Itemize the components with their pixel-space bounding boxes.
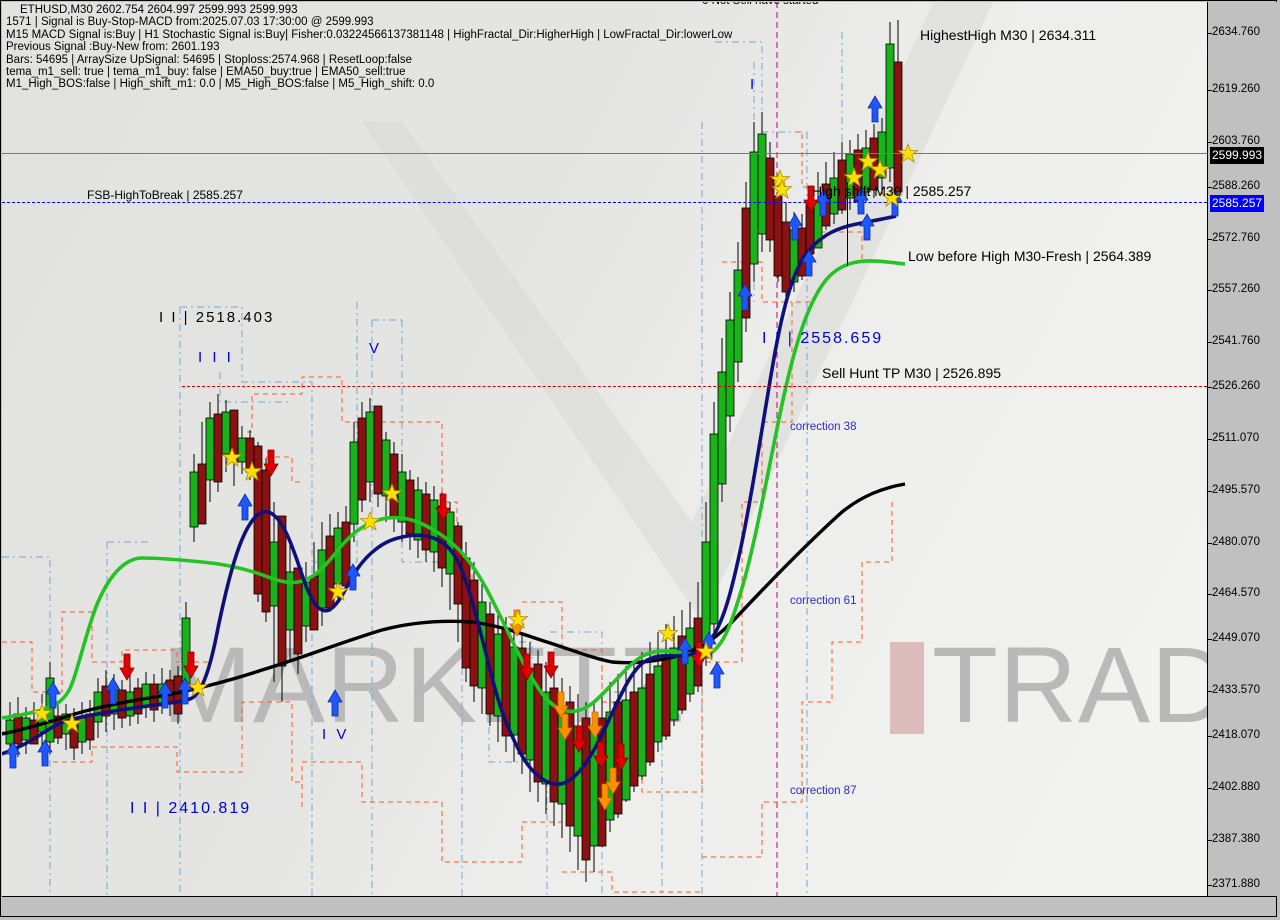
bars-line: Bars: 54695 | ArraySize UpSignal: 54695 …	[6, 53, 412, 66]
annotation-sell-hunt-tp: Sell Hunt TP M30 | 2526.895	[822, 365, 1002, 381]
annotation-correction-87: correction 87	[790, 785, 857, 797]
time-scale-separator	[2, 896, 1277, 897]
annotation-high-shift: High shift M30 | 2585.257	[812, 183, 972, 199]
macd-stoch-line: M15 MACD Signal is:Buy | H1 Stochastic S…	[6, 28, 733, 41]
sell-hunt-tp-line	[182, 386, 1207, 387]
sell-arrow-icon	[119, 185, 819, 771]
price-tick: 2634.760	[1208, 26, 1260, 38]
annotation-correction-38: correction 38	[790, 421, 857, 433]
price-tick: 2387.380	[1208, 833, 1260, 845]
ema-slow-line	[2, 482, 906, 736]
price-tick: 2433.570	[1208, 684, 1260, 696]
signal-star-icon	[31, 142, 919, 734]
price-tick: 2541.760	[1208, 335, 1260, 347]
annotation-highest-high: HighestHigh M30 | 2634.311	[920, 27, 1097, 43]
annotation-wave-i: I	[750, 76, 758, 93]
annotation-wave-iv: I V	[322, 726, 350, 743]
price-tick: 2495.570	[1208, 484, 1260, 496]
price-tick: 2464.570	[1208, 587, 1260, 599]
annotation-fsb-high-to-break: FSB-HighToBreak | 2585.257	[87, 188, 243, 202]
symbol-ohlc-line: ETHUSD,M30 2602.754 2604.997 2599.993 25…	[20, 4, 298, 16]
chart-canvas[interactable]: MARKETZ TRAD E	[2, 2, 1207, 896]
price-tick: 2402.880	[1208, 781, 1260, 793]
signal-line: 1571 | Signal is Buy-Stop-MACD from:2025…	[6, 16, 374, 29]
time-scale[interactable]: 28 Jun 2025 28 Jun 20:00 30 Jun 01:00 30…	[0, 898, 1280, 920]
tema-line: tema_m1_sell: true | tema_m1_buy: false …	[6, 66, 406, 79]
price-tick: 2557.260	[1208, 283, 1260, 295]
current-price-badge: 2599.993	[1210, 147, 1265, 164]
annotation-correction-61: correction 61	[790, 595, 857, 607]
price-tick: 2371.880	[1208, 878, 1260, 890]
price-tick: 2418.070	[1208, 729, 1260, 741]
price-tick: 2480.070	[1208, 536, 1260, 548]
bos-line: M1_High_BOS:false | High_shift_m1: 0.0 |…	[6, 78, 435, 91]
price-tick: 2511.070	[1208, 432, 1259, 444]
previous-signal-line: Previous Signal :Buy-New from: 2601.193	[6, 41, 220, 54]
price-tick: 2449.070	[1208, 632, 1260, 644]
ema-mid-line	[2, 259, 906, 720]
price-tick: 2526.260	[1208, 380, 1260, 392]
annotation-wave-v: V	[369, 340, 383, 357]
price-tick: 2588.260	[1208, 180, 1260, 192]
price-tick: 2572.760	[1208, 232, 1260, 244]
annotation-wave-ii-2410: I I | 2410.819	[130, 800, 252, 817]
price-scale[interactable]: 2634.760 2619.260 2603.760 2588.260 2572…	[1208, 2, 1280, 896]
chart-info-block: ETHUSD,M30 2602.754 2604.997 2599.993 25…	[6, 4, 732, 91]
price-scale-separator	[1207, 2, 1208, 896]
fsb-level-badge: 2585.257	[1210, 195, 1265, 212]
current-price-line	[2, 153, 1207, 154]
warning-arrow-icon	[509, 609, 621, 811]
annotation-wave-ii-2558: I I | 2558.659	[762, 330, 884, 347]
annotation-low-before-high: Low before High M30-Fresh | 2564.389	[908, 248, 1152, 264]
price-tick: 2603.760	[1208, 135, 1260, 147]
low-before-high-connector	[847, 182, 848, 266]
fsb-level-line	[2, 202, 1207, 203]
price-tick: 2619.260	[1208, 83, 1260, 95]
annotation-wave-iii: I I I	[198, 349, 234, 366]
annotation-wave-ii-2518: I I | 2518.403	[159, 309, 275, 326]
